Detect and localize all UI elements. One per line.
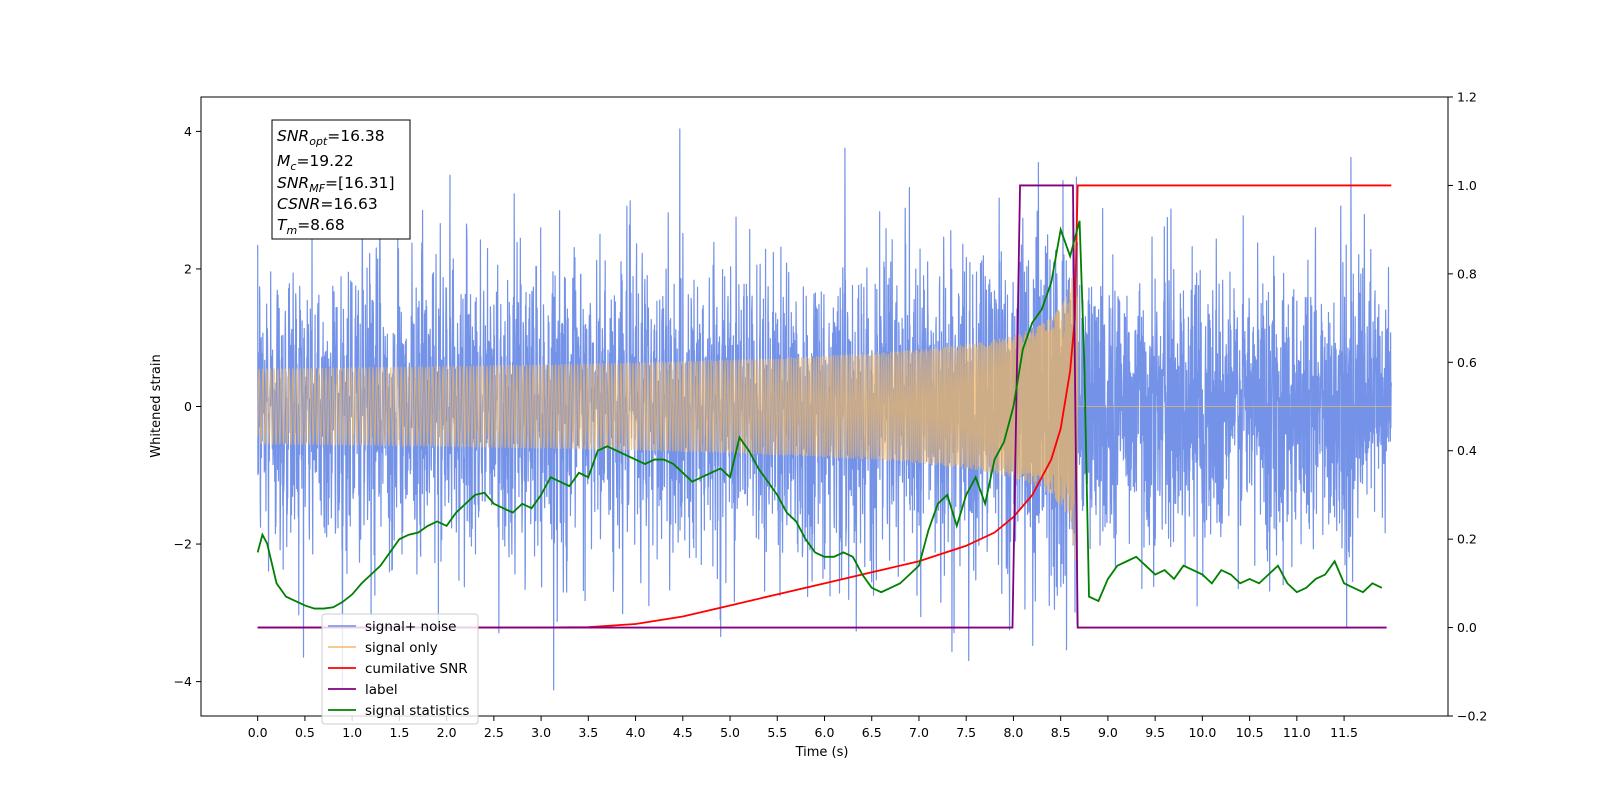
legend-label: signal only bbox=[365, 640, 438, 656]
y-axis-right: 1.2 1.0 0.8 0.6 0.4 0.2 0.0 −0.2 bbox=[1448, 90, 1487, 724]
y-tick-label: 2 bbox=[184, 261, 192, 276]
series-signal-statistics-line bbox=[256, 220, 1383, 610]
y2-tick-label: 0.4 bbox=[1457, 443, 1477, 458]
x-tick-label: 9.0 bbox=[1098, 725, 1118, 740]
info-merger-time: Tm=8.68 bbox=[277, 216, 345, 237]
x-tick-label: 7.5 bbox=[956, 725, 976, 740]
info-chirp-mass: Mc=19.22 bbox=[277, 152, 354, 173]
x-tick-label: 2.0 bbox=[437, 725, 457, 740]
legend-item-label: label bbox=[328, 682, 398, 698]
series-signal-plus-noise-line bbox=[257, 128, 1392, 691]
series-layer bbox=[256, 128, 1392, 691]
x-tick-label: 2.5 bbox=[484, 725, 504, 740]
legend-label: cumilative SNR bbox=[365, 661, 468, 677]
y2-tick-label: 0.6 bbox=[1457, 355, 1477, 370]
info-box-frame bbox=[271, 119, 411, 240]
y2-tick-label: 0.8 bbox=[1457, 266, 1477, 281]
x-tick-label: 11.0 bbox=[1283, 725, 1311, 740]
legend-label: label bbox=[365, 682, 398, 698]
y2-tick-label: −0.2 bbox=[1457, 709, 1487, 724]
y2-tick-label: 1.0 bbox=[1457, 178, 1477, 193]
info-snr-mf: SNRMF=[16.31] bbox=[277, 174, 395, 195]
y2-tick-label: 1.2 bbox=[1457, 90, 1477, 105]
legend-frame bbox=[321, 613, 479, 725]
y-axis-label: Whitened strain bbox=[149, 354, 164, 457]
info-box: SNRopt=16.38 Mc=19.22 SNRMF=[16.31] CSNR… bbox=[271, 119, 411, 240]
x-axis: 0.0 0.5 1.0 1.5 2.0 2.5 3.0 3.5 4.0 4.5 5.0 5.5 6.0 6… bbox=[248, 716, 1358, 740]
x-tick-label: 3.5 bbox=[578, 725, 598, 740]
info-csnr: CSNR=16.63 bbox=[277, 195, 378, 213]
x-tick-label: 4.5 bbox=[673, 725, 693, 740]
x-axis-label: Time (s) bbox=[795, 745, 849, 760]
y-tick-label: −2 bbox=[174, 537, 192, 552]
x-tick-label: 6.5 bbox=[862, 725, 882, 740]
x-tick-label: 1.5 bbox=[389, 725, 409, 740]
legend-item-signal-statistics: signal statistics bbox=[328, 703, 469, 719]
x-tick-label: 10.5 bbox=[1236, 725, 1264, 740]
y-tick-label: 4 bbox=[184, 124, 192, 139]
y2-tick-label: 0.0 bbox=[1457, 620, 1477, 635]
legend-item-signal-plus-noise: signal+ noise bbox=[328, 619, 456, 635]
x-tick-label: 9.5 bbox=[1145, 725, 1165, 740]
y2-tick-label: 0.2 bbox=[1457, 532, 1477, 547]
x-tick-label: 6.0 bbox=[815, 725, 835, 740]
series-label-line bbox=[257, 184, 1387, 629]
x-tick-label: 0.5 bbox=[295, 725, 315, 740]
x-tick-label: 8.5 bbox=[1051, 725, 1071, 740]
x-tick-label: 4.0 bbox=[626, 725, 646, 740]
x-tick-label: 5.0 bbox=[720, 725, 740, 740]
series-cumilative-snr-line bbox=[257, 184, 1392, 629]
x-tick-label: 3.0 bbox=[531, 725, 551, 740]
legend-label: signal+ noise bbox=[365, 619, 456, 635]
x-tick-label: 5.5 bbox=[767, 725, 787, 740]
legend-item-cumilative-snr: cumilative SNR bbox=[328, 661, 468, 677]
x-tick-label: 11.5 bbox=[1330, 725, 1358, 740]
legend-label: signal statistics bbox=[365, 703, 469, 719]
y-axis-left: 4 2 0 −2 −4 bbox=[174, 124, 201, 689]
x-tick-label: 8.0 bbox=[1003, 725, 1023, 740]
series-signal-only-line bbox=[257, 228, 1392, 582]
legend: signal+ noise signal only cumilative SNR… bbox=[321, 613, 479, 725]
y-tick-label: 0 bbox=[184, 399, 192, 414]
x-tick-label: 1.0 bbox=[342, 725, 362, 740]
legend-item-signal-only: signal only bbox=[328, 640, 438, 656]
x-tick-label: 0.0 bbox=[248, 725, 268, 740]
x-tick-label: 7.0 bbox=[909, 725, 929, 740]
info-snr-opt: SNRopt=16.38 bbox=[277, 127, 385, 148]
y-tick-label: −4 bbox=[174, 674, 192, 689]
x-tick-label: 10.0 bbox=[1188, 725, 1216, 740]
